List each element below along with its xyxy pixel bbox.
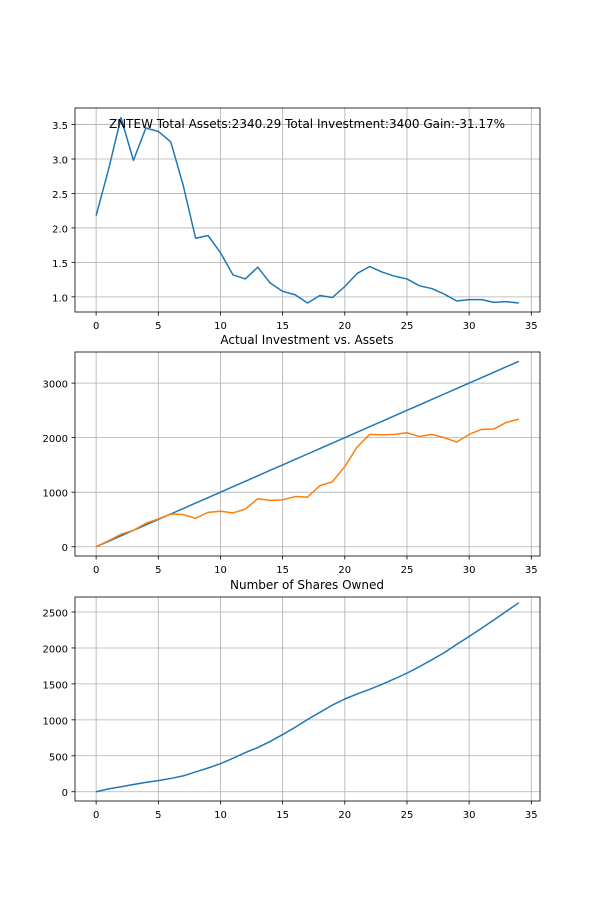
x-tick-label: 5 [155,810,161,821]
x-tick-label: 15 [276,810,289,821]
y-tick-label: 0 [62,788,68,799]
y-tick-label: 2.0 [52,224,68,235]
y-tick-label: 3.5 [52,121,68,132]
x-tick-label: 15 [276,321,289,332]
plot-frame [74,596,541,802]
x-tick-label: 10 [214,810,227,821]
chart-panel-investment-vs-assets: Actual Investment vs. Assets 0 5 10 15 20 25 3… [43,333,541,576]
x-tick-label: 20 [338,321,351,332]
x-tick-label: 5 [155,321,161,332]
x-tick-label: 25 [401,321,414,332]
x-tick-label: 15 [276,565,289,576]
x-tick-label: 20 [338,565,351,576]
series-group [95,360,520,548]
y-tick-label: 500 [49,752,68,763]
x-tick-label: 30 [463,810,476,821]
y-tick-label: 0 [62,543,68,554]
x-tick-label: 30 [463,321,476,332]
x-tick-label: 20 [338,810,351,821]
plot-frame [74,107,541,313]
y-tick-label: 1500 [43,680,68,691]
y-tick-label: 1000 [43,489,68,500]
y-tick-label: 1.5 [52,259,68,270]
chart-title: Actual Investment vs. Assets [220,333,393,347]
x-tick-label: 10 [214,565,227,576]
y-tick-label: 3000 [43,380,68,391]
x-tick-label: 25 [401,565,414,576]
x-tick-label: 30 [463,565,476,576]
x-tick-label: 0 [93,565,99,576]
chart-title: Number of Shares Owned [230,578,384,592]
ticks: 0 5 10 15 20 25 30 35 0 1000 2000 3000 [43,380,538,576]
x-tick-label: 35 [525,321,538,332]
y-tick-label: 2000 [43,644,68,655]
x-tick-label: 0 [93,810,99,821]
y-tick-label: 2.5 [52,190,68,201]
y-tick-label: 1000 [43,716,68,727]
series-line-1 [95,602,520,793]
chart-panel-shares-owned: Number of Shares Owned 0 5 10 15 20 25 30 35 0 50… [43,578,541,821]
ticks: 0 5 10 15 20 25 30 35 1.0 1.5 2.0 2.5 3.0 3.5 [52,121,538,332]
plot-frame [74,351,541,557]
chart-panel-total-assets: ZNTEW Total Assets:2340.29 Total Investm… [52,107,541,332]
grid [75,597,540,801]
grid [75,108,540,312]
y-tick-label: 2000 [43,434,68,445]
series-line-2 [95,418,520,548]
x-tick-label: 35 [525,565,538,576]
y-tick-label: 1.0 [52,293,68,304]
x-tick-label: 35 [525,810,538,821]
y-tick-label: 2500 [43,609,68,620]
x-tick-label: 10 [214,321,227,332]
ticks: 0 5 10 15 20 25 30 35 0 500 1000 1500 2000 2500 [43,609,538,821]
series-group [95,116,519,304]
x-tick-label: 25 [401,810,414,821]
y-tick-label: 3.0 [52,156,68,167]
x-tick-label: 0 [93,321,99,332]
chart-title: ZNTEW Total Assets:2340.29 Total Investm… [109,117,505,131]
x-tick-label: 5 [155,565,161,576]
series-group [95,602,520,793]
series-line-1 [95,116,519,304]
